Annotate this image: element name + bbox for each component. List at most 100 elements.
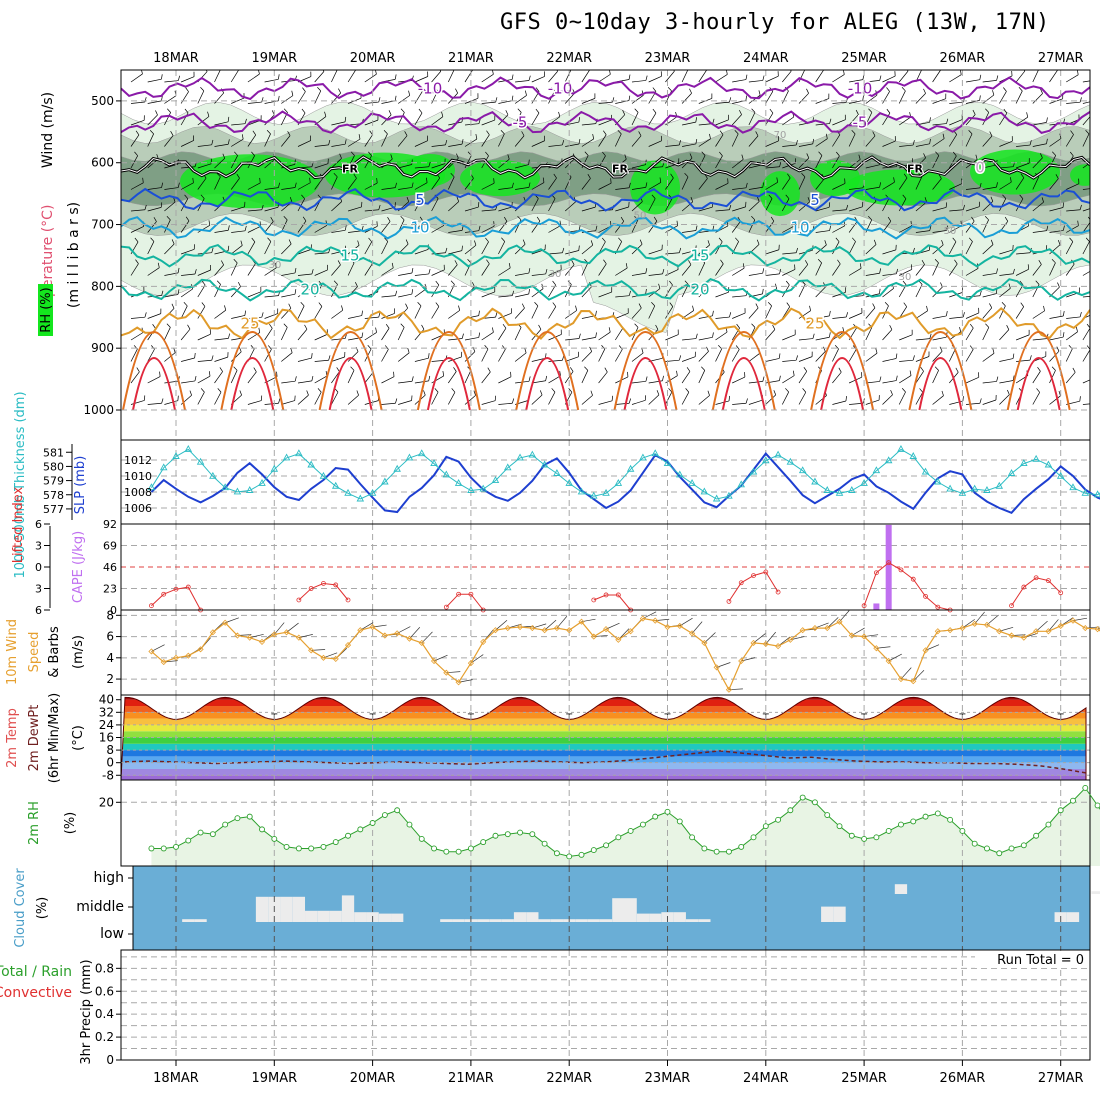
wind-speed-point <box>811 624 819 632</box>
wind-barb <box>481 291 495 298</box>
wind-barb <box>364 182 378 190</box>
wind-barb <box>848 133 856 147</box>
thickness-point <box>307 460 315 468</box>
freezing-level-label: FR <box>612 163 629 176</box>
wind-barb <box>264 267 277 276</box>
wind-speed-point <box>418 639 425 647</box>
wind-barb-flag <box>505 110 509 115</box>
wind-barb-flag <box>968 237 973 242</box>
wind-barb <box>314 391 322 405</box>
wind-barb-flag <box>558 111 561 117</box>
wind-barb <box>698 262 706 276</box>
wind-barb-flag <box>1077 70 1079 75</box>
wind-barb-flag <box>294 267 297 273</box>
wind-barb-flag <box>1070 130 1074 135</box>
wind-barb <box>832 209 847 212</box>
wind-barb <box>164 327 171 341</box>
wind-barb-flag <box>701 366 706 371</box>
wind-barb-flag <box>522 239 526 245</box>
surface-wind-barb <box>814 622 829 629</box>
wind-barb <box>347 394 359 405</box>
cloud-clear-cell <box>1091 891 1100 894</box>
wind-barb-flag <box>344 139 347 145</box>
wind-barb-flag <box>405 303 408 309</box>
wind-barb-flag <box>134 237 139 243</box>
slp-frame <box>120 439 1091 525</box>
wind-barb-flag <box>762 75 765 81</box>
wind-barb <box>130 209 145 212</box>
wind-barb <box>581 351 592 362</box>
isotherm-label: 5 <box>810 191 820 209</box>
wind-barb-flag <box>996 182 998 188</box>
x-tick-bottom: 20MAR <box>350 1071 396 1086</box>
slp-tick: 1006 <box>124 502 152 515</box>
wind-barb <box>414 76 428 83</box>
wind-barb <box>515 164 529 169</box>
wind-barb <box>331 201 342 212</box>
wind-barb <box>381 328 390 341</box>
wind-barb-flag <box>756 239 760 245</box>
wind-barb-flag <box>421 324 425 330</box>
wind-barb <box>347 138 361 147</box>
wind-barb <box>765 394 776 405</box>
wind-barb <box>264 295 279 298</box>
wind-barb <box>515 187 529 190</box>
wind-barb <box>648 198 656 212</box>
wind-barb <box>1049 262 1056 276</box>
wind-barb-flag <box>407 347 410 353</box>
wind-barb-flag <box>645 75 648 81</box>
thickness-point <box>983 486 991 493</box>
wind-barb <box>715 101 730 104</box>
wind-barb-flag <box>758 90 761 96</box>
wind-barb-flag <box>1069 237 1074 242</box>
wind-barb-flag <box>317 86 322 92</box>
wind-speed-point <box>234 632 241 639</box>
wind-barb <box>665 334 679 341</box>
surface-wind-barb <box>913 669 925 682</box>
wind-barb <box>698 336 713 341</box>
wind-barb <box>865 307 876 319</box>
wind-barb <box>731 349 740 362</box>
surface-isotherm <box>416 331 481 411</box>
wind-barb-flag <box>745 95 747 101</box>
wind-barb-flag <box>745 182 748 188</box>
cloud-level-tick: middle <box>76 899 124 915</box>
wind-barb <box>765 91 774 104</box>
wind-barb-flag <box>729 204 732 210</box>
wind-barb <box>364 332 377 341</box>
wind-barb-flag <box>294 376 297 382</box>
wind-barb <box>564 284 572 298</box>
wind-barb <box>481 332 494 341</box>
wind-barb <box>782 269 796 276</box>
wind-barb <box>882 91 890 104</box>
wind-barb-flag <box>779 268 782 274</box>
wind-speed-point <box>578 618 585 625</box>
wind-barb <box>815 178 825 190</box>
wind-barb <box>598 119 612 126</box>
wind-speed-point <box>713 664 720 671</box>
wind-barb <box>1015 306 1024 319</box>
wind-barb <box>531 182 545 190</box>
wind-barb-flag <box>357 240 360 246</box>
wind-axis-label-speed: Speed <box>27 632 42 673</box>
wind-barb-flag <box>478 118 481 124</box>
rh-point <box>1020 842 1027 849</box>
wind-barb <box>180 91 189 104</box>
wind-barb <box>498 221 508 233</box>
wind-barb <box>815 123 830 126</box>
wind-barb <box>598 371 608 384</box>
wind-barb-flag <box>339 153 342 159</box>
wind-barb-flag <box>962 204 965 210</box>
wind-barb <box>949 263 958 276</box>
thickness-point <box>811 477 819 485</box>
x-tick-bottom: 21MAR <box>448 1071 494 1086</box>
wind-barb-flag <box>1056 346 1060 352</box>
wind-barb-flag <box>1020 173 1025 179</box>
wind-barb <box>515 272 529 276</box>
wind-barb <box>949 74 962 83</box>
wind-barb-flag <box>167 108 171 113</box>
wind-barb <box>447 70 455 83</box>
temperature-color-band <box>121 737 1086 744</box>
wind-barb <box>631 186 646 190</box>
